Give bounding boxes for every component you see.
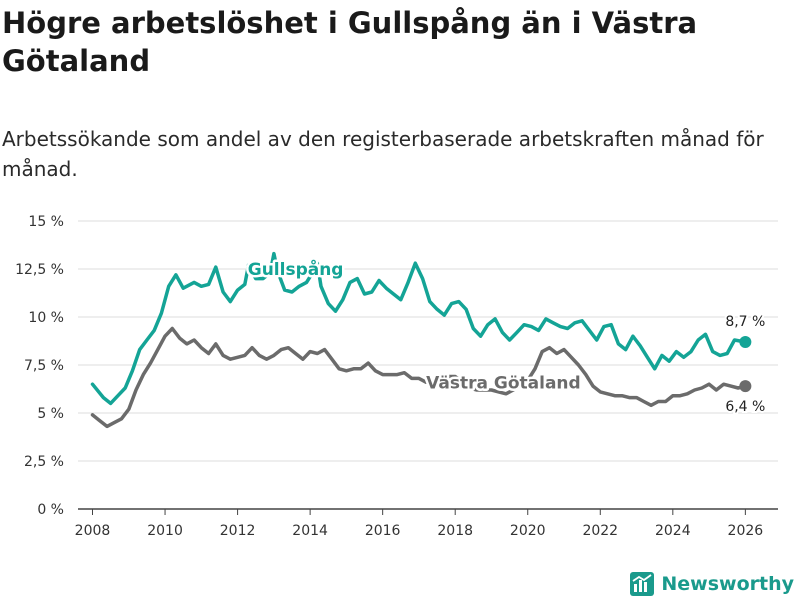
y-tick-label: 15 % — [28, 214, 64, 230]
x-tick-label: 2012 — [220, 523, 256, 539]
newsworthy-brand: Newsworthy — [630, 572, 794, 596]
y-tick-label: 0 % — [37, 502, 64, 518]
x-tick-label: 2018 — [437, 523, 473, 539]
x-tick-label: 2010 — [147, 523, 183, 539]
gullspang-line — [90, 251, 748, 406]
y-tick-label: 2,5 % — [24, 454, 64, 470]
grid-lines — [78, 220, 778, 510]
x-axis-ticks: 2008 2010 2012 2014 2016 2018 2020 2022 2024 2026 — [75, 509, 764, 539]
x-tick-label: 2014 — [292, 523, 328, 539]
gullspang-end-marker — [739, 335, 752, 348]
gullspang-end-value: 8,7 % — [725, 314, 765, 330]
newsworthy-logo-icon — [630, 572, 655, 596]
brand-name: Newsworthy — [661, 573, 794, 595]
gullspang-series-label: Gullspång — [248, 258, 344, 280]
x-tick-label: 2008 — [75, 523, 111, 539]
vastra-gotaland-end-marker — [739, 380, 752, 393]
vastra-gotaland-series-label: Västra Götaland — [426, 373, 581, 393]
y-tick-label: 7,5 % — [24, 358, 64, 374]
x-tick-label: 2020 — [510, 523, 546, 539]
x-tick-label: 2016 — [365, 523, 401, 539]
series-labels: Gullspång Västra Götaland 8,7 % 6,4 % — [245, 256, 767, 418]
y-tick-label: 10 % — [28, 310, 64, 326]
x-tick-label: 2026 — [728, 523, 764, 539]
chart-title: Högre arbetslöshet i Gullspång än i Väst… — [2, 6, 698, 78]
x-tick-label: 2024 — [655, 523, 691, 539]
line-chart: 0 %2,5 %5 %7,5 %10 %12,5 %15 % 2008 2010 2… — [15, 214, 778, 539]
y-axis-ticks: 0 % 2,5 % 5 % 7,5 % 10 % 12,5 % 15 % — [15, 214, 64, 518]
series-lines — [90, 251, 752, 429]
vastra-gotaland-line — [90, 326, 748, 429]
vastra-gotaland-end-value: 6,4 % — [725, 399, 765, 415]
chart-subtitle: Arbetssökande som andel av den registerb… — [2, 127, 764, 181]
y-tick-label: 12,5 % — [15, 262, 64, 278]
x-tick-label: 2022 — [582, 523, 618, 539]
y-tick-label: 5 % — [37, 406, 64, 422]
